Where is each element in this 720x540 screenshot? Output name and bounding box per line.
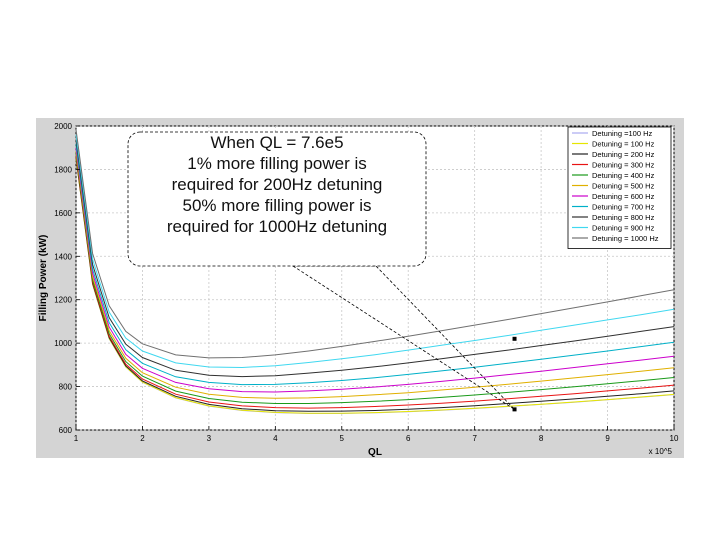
legend-entry-5: Detuning = 500 Hz (592, 182, 655, 191)
legend-entry-1: Detuning = 100 Hz (592, 140, 655, 149)
datatip-marker-1000hz (512, 336, 517, 341)
x-tick-label-4: 5 (340, 434, 345, 443)
x-tick-label-6: 7 (472, 434, 477, 443)
x-tick-label-2: 3 (207, 434, 212, 443)
legend-box (567, 126, 672, 249)
legend-entry-2: Detuning = 200 Hz (592, 150, 655, 159)
series-line-5 (75, 151, 675, 399)
datatip-marker-200hz (512, 407, 517, 412)
legend-entry-0: Detuning =100 Hz (592, 129, 652, 138)
x-tick-label-7: 8 (539, 434, 544, 443)
annotation-bubble (127, 131, 427, 267)
y-axis-label: Filling Power (kW) (38, 235, 49, 322)
x-tick-label-9: 10 (670, 434, 679, 443)
series-line-7 (75, 143, 675, 386)
x-tick-label-8: 9 (605, 434, 610, 443)
series-line-4 (75, 153, 675, 404)
legend-entry-4: Detuning = 400 Hz (592, 171, 655, 180)
series-line-9 (75, 134, 675, 369)
legend-entry-6: Detuning = 600 Hz (592, 192, 655, 201)
y-tick-label-7: 2000 (54, 122, 72, 131)
y-tick-label-3: 1200 (54, 296, 72, 305)
y-tick-label-4: 1400 (54, 252, 72, 261)
x-multiplier-label: x 10^5 (649, 447, 673, 456)
series-line-3 (75, 155, 675, 409)
legend-entry-9: Detuning = 900 Hz (592, 224, 655, 233)
x-tick-label-1: 2 (140, 434, 145, 443)
x-tick-label-3: 4 (273, 434, 278, 443)
legend-entry-7: Detuning = 700 Hz (592, 203, 655, 212)
line-chart: 1 2 3 4 5 6 7 8 9 10 600 800 1000 1200 1400 1600 1800 200… (38, 122, 679, 458)
series-line-6 (75, 147, 675, 393)
x-tick-label-0: 1 (74, 434, 79, 443)
annotation-pointer (291, 265, 515, 410)
y-tick-label-6: 1800 (54, 165, 72, 174)
legend-entry-3: Detuning = 300 Hz (592, 161, 655, 170)
series-line-10 (75, 129, 675, 359)
x-axis-label: QL (368, 447, 382, 458)
series-line-1 (75, 158, 675, 414)
y-tick-label-1: 800 (59, 383, 73, 392)
chart-figure: 1 2 3 4 5 6 7 8 9 10 600 800 1000 1200 1400 1600 1800 200… (36, 118, 684, 458)
series-line-8 (75, 139, 675, 378)
y-tick-label-2: 1000 (54, 339, 72, 348)
y-tick-label-5: 1600 (54, 209, 72, 218)
legend-entry-8: Detuning = 800 Hz (592, 213, 655, 222)
y-tick-label-0: 600 (59, 426, 73, 435)
legend-entry-10: Detuning = 1000 Hz (592, 234, 659, 243)
x-tick-label-5: 6 (406, 434, 411, 443)
series-line-2 (75, 157, 675, 412)
